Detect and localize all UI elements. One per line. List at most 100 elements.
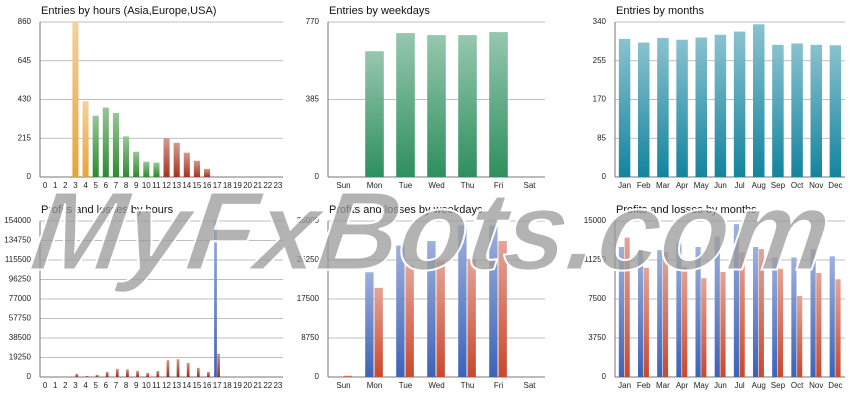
- x-tick-label: Sat: [523, 181, 536, 190]
- bar: [126, 369, 129, 377]
- bar: [676, 242, 682, 377]
- x-tick-label: 23: [273, 381, 282, 390]
- x-tick-label: 9: [134, 381, 139, 390]
- bar: [657, 37, 669, 177]
- x-tick-label: Apr: [676, 381, 689, 390]
- x-tick-label: 12: [162, 181, 171, 190]
- x-tick-label: Feb: [637, 181, 651, 190]
- chart-title: Entries by hours (Asia,Europe,USA): [41, 5, 216, 17]
- bar: [102, 107, 109, 177]
- chart-title: Entries by weekdays: [329, 5, 430, 17]
- bar: [396, 245, 405, 377]
- watermark: MyFxBots.com: [24, 168, 838, 293]
- x-tick-label: 21: [253, 181, 262, 190]
- bar: [136, 370, 139, 377]
- y-tick-label: 154000: [4, 216, 31, 225]
- x-tick-label: 9: [134, 181, 139, 190]
- y-tick-label: 430: [18, 95, 32, 104]
- x-tick-label: 23: [273, 181, 282, 190]
- y-tick-label: 134750: [4, 236, 31, 245]
- bar: [204, 168, 211, 177]
- bar: [467, 258, 476, 377]
- bar: [618, 247, 625, 377]
- bar: [829, 256, 835, 377]
- x-tick-label: 22: [263, 381, 272, 390]
- bar: [758, 249, 764, 377]
- bar: [427, 241, 436, 377]
- x-tick-label: Apr: [676, 181, 689, 190]
- bar: [753, 247, 759, 377]
- x-tick-label: 20: [243, 181, 252, 190]
- y-tick-label: 0: [602, 372, 607, 381]
- bar: [143, 161, 150, 177]
- bar: [498, 241, 507, 377]
- x-tick-label: 2: [63, 181, 68, 190]
- x-tick-label: Wed: [428, 181, 444, 190]
- bar: [791, 257, 797, 377]
- bar: [618, 38, 631, 177]
- bar: [753, 24, 765, 177]
- bar: [682, 266, 688, 377]
- x-tick-label: Mar: [656, 181, 670, 190]
- bar: [643, 267, 649, 377]
- x-tick-label: Nov: [809, 181, 823, 190]
- x-tick-label: 1: [53, 381, 58, 390]
- bar: [183, 152, 190, 177]
- bar: [193, 160, 200, 177]
- bar: [166, 360, 170, 377]
- x-tick-label: 5: [93, 181, 98, 190]
- x-tick-label: Oct: [791, 181, 804, 190]
- x-tick-label: Oct: [791, 381, 804, 390]
- y-tick-label: 645: [18, 56, 32, 65]
- x-tick-label: 17: [213, 181, 222, 190]
- y-tick-label: 7500: [588, 294, 606, 303]
- y-tick-label: 11250: [584, 255, 606, 264]
- bar: [123, 136, 130, 177]
- x-tick-label: 22: [263, 181, 272, 190]
- x-tick-label: Dec: [828, 381, 842, 390]
- x-tick-label: Tue: [399, 381, 413, 390]
- x-tick-label: 15: [192, 181, 201, 190]
- charts: Entries by hours (Asia,Europe,USA)021543…: [4, 5, 845, 390]
- x-tick-label: 18: [223, 181, 232, 190]
- x-tick-label: 17: [213, 381, 222, 390]
- x-tick-label: 3: [73, 181, 78, 190]
- x-tick-label: Mon: [367, 381, 383, 390]
- x-tick-label: Feb: [637, 381, 651, 390]
- bar: [829, 45, 842, 177]
- bar: [196, 367, 200, 377]
- bar: [396, 33, 415, 178]
- x-tick-label: 20: [243, 381, 252, 390]
- x-tick-label: 6: [104, 381, 109, 390]
- y-tick-label: 77000: [9, 294, 32, 303]
- x-tick-label: 4: [83, 181, 88, 190]
- x-tick-label: 13: [172, 381, 181, 390]
- y-tick-label: 96250: [9, 275, 32, 284]
- y-tick-label: 340: [593, 17, 607, 26]
- x-tick-label: 6: [104, 181, 109, 190]
- bar: [95, 374, 99, 377]
- y-tick-label: 0: [315, 372, 320, 381]
- x-tick-label: Jun: [714, 181, 727, 190]
- bar: [427, 35, 446, 178]
- y-tick-label: 170: [593, 95, 607, 104]
- bar: [186, 362, 190, 377]
- x-tick-label: 13: [172, 181, 181, 190]
- bar: [153, 162, 160, 177]
- y-tick-label: 85: [597, 133, 606, 142]
- bar: [676, 39, 688, 177]
- bar: [720, 271, 726, 377]
- bar: [662, 252, 669, 377]
- x-tick-label: Jun: [714, 381, 727, 390]
- x-tick-label: Jul: [734, 381, 744, 390]
- bar: [343, 375, 352, 377]
- chart-title: Profits and losses by weekdays: [329, 204, 483, 216]
- x-tick-label: Sep: [771, 181, 786, 190]
- bar: [816, 273, 822, 377]
- bar: [133, 151, 140, 177]
- bar: [835, 279, 841, 377]
- y-tick-label: 255: [593, 56, 607, 65]
- bar: [739, 252, 745, 377]
- y-tick-label: 57750: [9, 314, 32, 323]
